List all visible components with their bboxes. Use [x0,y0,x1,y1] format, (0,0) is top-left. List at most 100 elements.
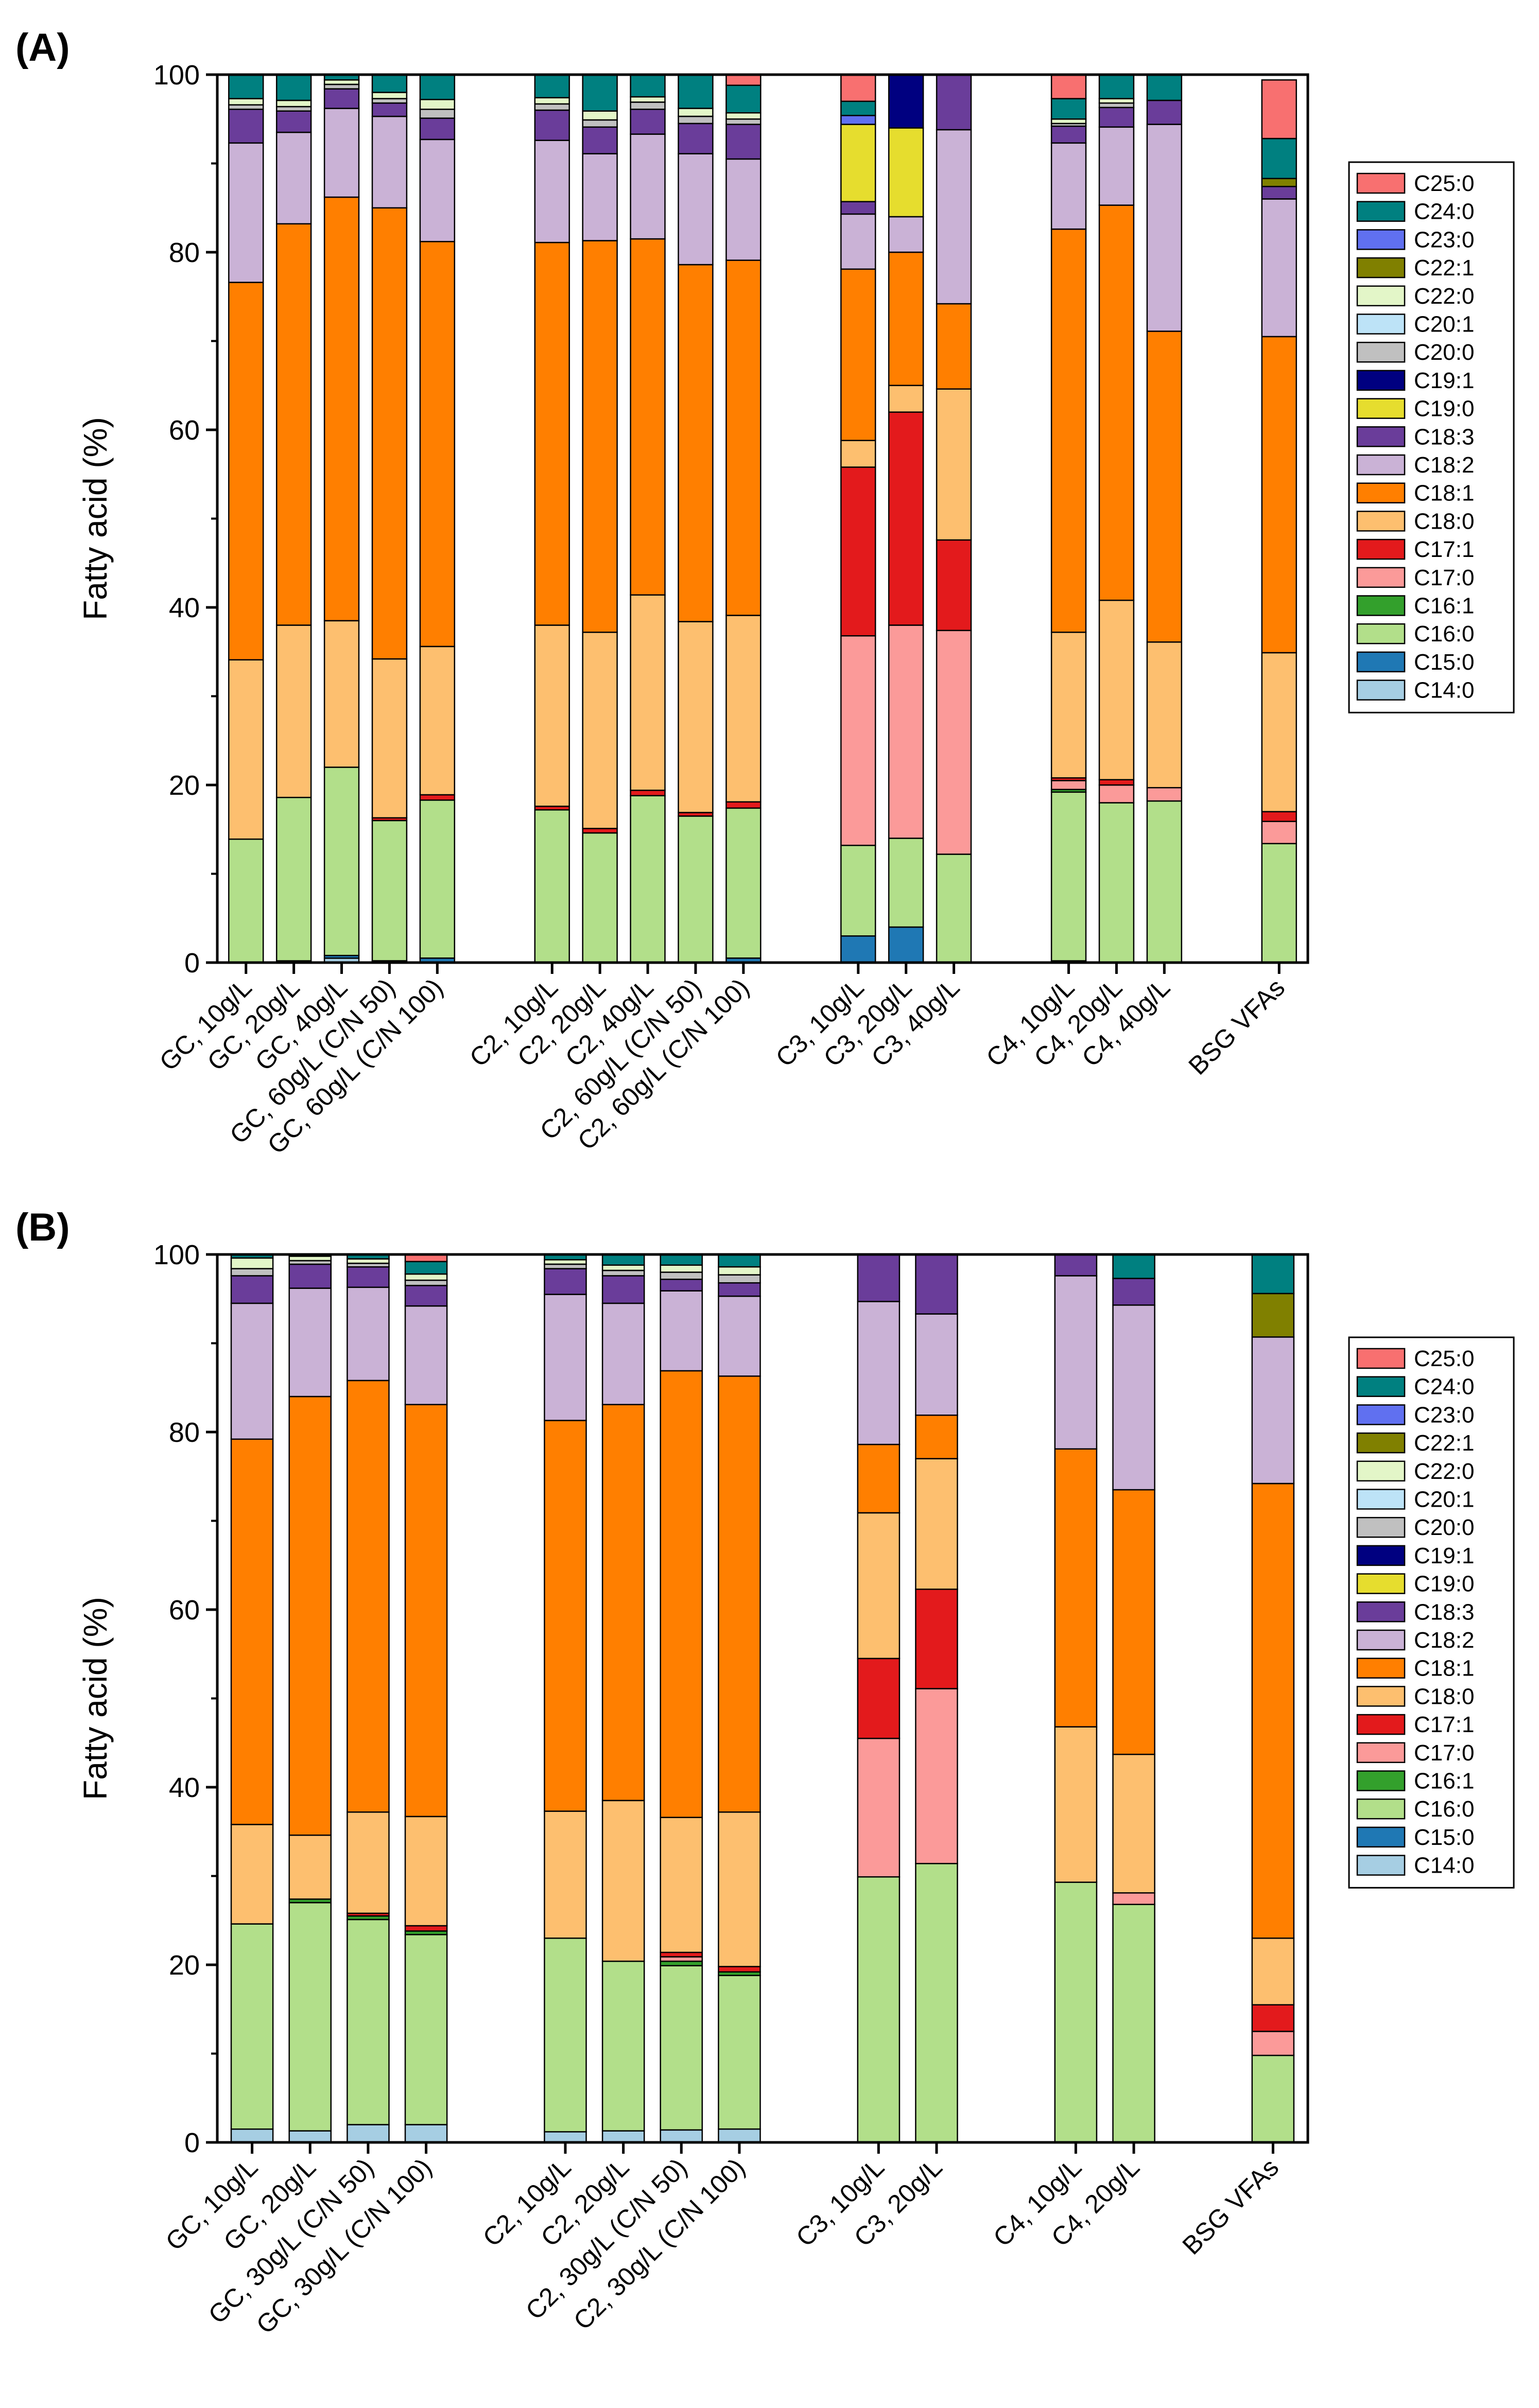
y-tick-label: 60 [169,415,200,446]
legend-swatch [1356,1629,1406,1651]
legend-label: C17:0 [1414,565,1474,590]
bar-segment-c22-0 [230,1257,274,1269]
bar-segment-c18-0 [1112,1753,1155,1894]
legend-label: C22:1 [1414,1430,1474,1456]
bar-segment-c18-2 [1054,1275,1098,1450]
bar-segment-c18-2 [228,142,264,283]
bar-segment-c16-0 [1098,802,1135,964]
bar-segment-c17-1 [915,1589,958,1689]
legend-label: C19:1 [1414,1543,1474,1568]
bar-segment-c18-2 [323,108,360,198]
bar-segment-c18-0 [544,1810,587,1939]
legend-label: C22:0 [1414,284,1474,309]
legend-label: C16:1 [1414,594,1474,619]
bar-segment-c18-1 [1261,336,1297,654]
legend-swatch [1356,398,1406,419]
bar-segment-c18-2 [1050,142,1087,230]
legend-swatch [1356,201,1406,222]
legend-label: C25:0 [1414,171,1474,196]
legend-label: C17:0 [1414,1740,1474,1766]
legend-label: C15:0 [1414,1825,1474,1850]
bar-segment-c16-0 [1050,791,1087,962]
bar-segment-c18-1 [347,1380,390,1813]
y-tick-label: 0 [184,948,200,979]
bar-segment-c18-0 [601,1800,645,1962]
y-axis-label: Fatty acid (%) [77,1597,114,1800]
bar-segment-c24-0 [840,100,876,116]
bar-segment-c18-1 [840,268,876,441]
bar-stack [1050,74,1087,964]
bar-segment-c14-0 [718,2128,761,2143]
bar-segment-c18-1 [323,196,360,622]
bar-segment-c18-0 [534,624,570,807]
bar-segment-c18-3 [718,1282,761,1297]
bar-segment-c17-0 [660,1956,703,1962]
bar-segment-c20-0 [601,1269,645,1277]
bar-segment-c17-0 [936,630,972,855]
bar-segment-c22-0 [228,98,264,106]
bar-segment-c18-0 [630,594,666,791]
bar-segment-c18-1 [718,1375,761,1813]
bar-stack [857,1253,901,2143]
bar-segment-c18-0 [228,659,264,840]
bar-segment-c18-3 [1146,99,1183,125]
bar-segment-c18-2 [1146,124,1183,332]
bar-stack [404,1253,448,2143]
bar-stack [1261,79,1297,964]
bar-segment-c24-0 [630,74,666,98]
bar-segment-c17-0 [888,624,924,839]
bar-stack [888,74,924,964]
bar-segment-c18-0 [323,620,360,768]
bar-segment-c17-0 [1251,2031,1295,2056]
bar-segment-c17-1 [725,801,762,809]
bar-segment-c17-1 [419,794,456,801]
legend-swatch [1356,229,1406,250]
legend-label: C24:0 [1414,199,1474,224]
bar-segment-c18-0 [840,440,876,468]
bar-segment-c24-0 [1146,74,1183,101]
bar-segment-c18-3 [534,109,570,141]
bar-segment-c18-3 [1098,107,1135,128]
bar-segment-c18-0 [419,645,456,796]
legend-swatch [1356,1460,1406,1482]
legend-label: C18:2 [1414,452,1474,478]
bar-segment-c22-0 [582,110,618,121]
x-tick-label: BSG VFAs [1183,973,1290,1080]
legend-swatch [1356,1545,1406,1566]
bar-segment-c18-1 [419,241,456,648]
bar-segment-c18-0 [678,621,714,813]
bar-segment-c18-3 [419,117,456,141]
bar-segment-c16-0 [534,809,570,964]
legend-label: C14:0 [1414,678,1474,703]
bar-stack [323,74,360,964]
bar-segment-c16-0 [888,837,924,928]
bar-segment-c18-2 [275,131,312,225]
legend-swatch [1356,1742,1406,1764]
legend-swatch [1356,426,1406,447]
legend-label: C19:1 [1414,368,1474,393]
bar-segment-c18-1 [230,1438,274,1825]
bar-segment-c18-0 [230,1824,274,1925]
bar-segment-c18-3 [404,1285,448,1307]
bar-segment-c18-3 [275,110,312,133]
y-axis: 0 20 40 60 80 100 [153,60,217,979]
bar-segment-c17-1 [1098,779,1135,786]
y-tick-label: 100 [153,1240,200,1270]
bar-segment-c18-0 [288,1834,332,1900]
legend: C25:0 C24:0 C23:0 C22:1 C22:0 C20:1 C20:0 C19:1… [1348,161,1515,713]
y-tick-label: 20 [169,1950,200,1981]
bar-segment-c16-0 [582,832,618,964]
bar-segment-c20-0 [544,1263,587,1269]
legend-swatch [1356,1404,1406,1425]
legend-swatch [1356,1601,1406,1622]
bar-segment-c18-3 [601,1275,645,1304]
bar-segment-c22-0 [1098,98,1135,104]
bar-stack [915,1253,958,2143]
bar-segment-c17-0 [1050,780,1087,790]
bar-segment-c18-2 [888,216,924,253]
y-axis-label: Fatty acid (%) [77,417,114,620]
bar-stack [347,1253,390,2143]
legend-label: C19:0 [1414,1572,1474,1597]
legend-label: C17:1 [1414,537,1474,562]
bar-stack [630,74,666,964]
